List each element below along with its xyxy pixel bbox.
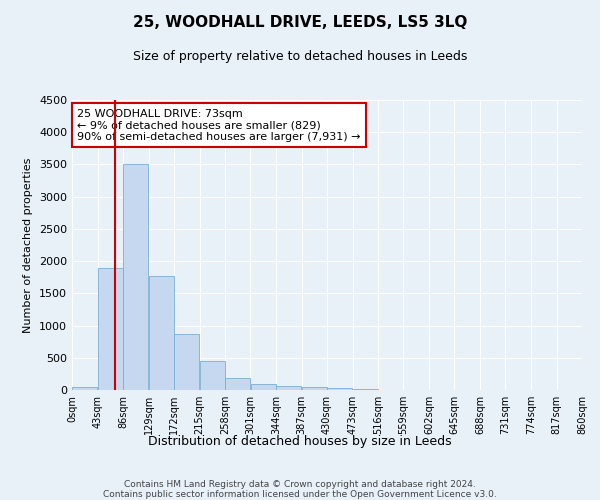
Bar	[327, 388, 352, 390]
Bar	[200, 361, 225, 390]
Bar	[72, 387, 97, 390]
Y-axis label: Number of detached properties: Number of detached properties	[23, 158, 34, 332]
Text: Contains HM Land Registry data © Crown copyright and database right 2024.
Contai: Contains HM Land Registry data © Crown c…	[103, 480, 497, 500]
Bar	[174, 334, 199, 390]
Bar	[123, 164, 148, 390]
Bar	[302, 388, 327, 390]
Bar	[149, 276, 174, 390]
Text: 25, WOODHALL DRIVE, LEEDS, LS5 3LQ: 25, WOODHALL DRIVE, LEEDS, LS5 3LQ	[133, 15, 467, 30]
Bar	[251, 384, 276, 390]
Text: Size of property relative to detached houses in Leeds: Size of property relative to detached ho…	[133, 50, 467, 63]
Bar	[225, 378, 250, 390]
Text: 25 WOODHALL DRIVE: 73sqm
← 9% of detached houses are smaller (829)
90% of semi-d: 25 WOODHALL DRIVE: 73sqm ← 9% of detache…	[77, 108, 361, 142]
Text: Distribution of detached houses by size in Leeds: Distribution of detached houses by size …	[148, 435, 452, 448]
Bar	[276, 386, 301, 390]
Bar	[98, 268, 123, 390]
